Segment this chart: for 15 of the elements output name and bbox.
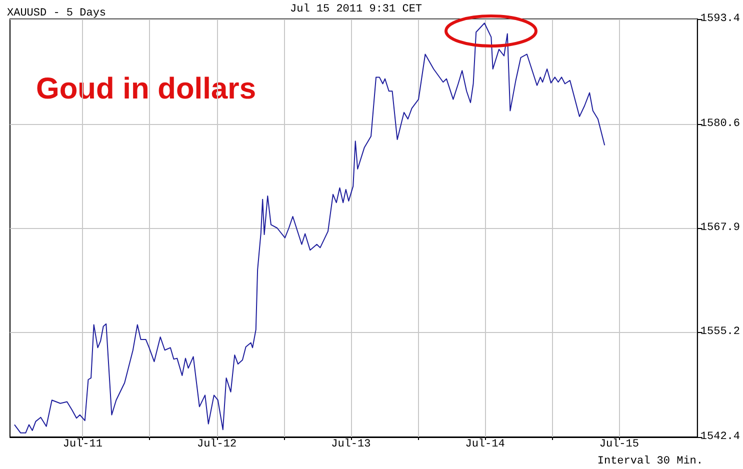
y-tick-label: 1580.6 xyxy=(700,118,740,130)
x-tick-label: Jul-11 xyxy=(62,438,103,450)
y-tick-label: 1542.4 xyxy=(700,431,740,443)
text: Interval 30 Min. xyxy=(597,456,704,468)
x-tick-label: Jul-13 xyxy=(331,438,371,450)
y-tick-label: 1593.4 xyxy=(700,13,740,25)
y-tick-label: 1555.2 xyxy=(700,326,740,338)
x-tick-label: Jul-12 xyxy=(196,438,237,450)
line-series xyxy=(14,22,606,434)
x-tick-label: Jul-15 xyxy=(599,438,639,450)
text: Jul 15 2011 9:31 CET xyxy=(290,4,422,16)
annotation: Goud in dollars xyxy=(36,72,256,106)
chart-title: XAUUSD - 5 Days xyxy=(7,8,106,20)
y-tick-label: 1567.9 xyxy=(700,222,740,234)
x-tick-label: Jul-14 xyxy=(465,438,506,450)
